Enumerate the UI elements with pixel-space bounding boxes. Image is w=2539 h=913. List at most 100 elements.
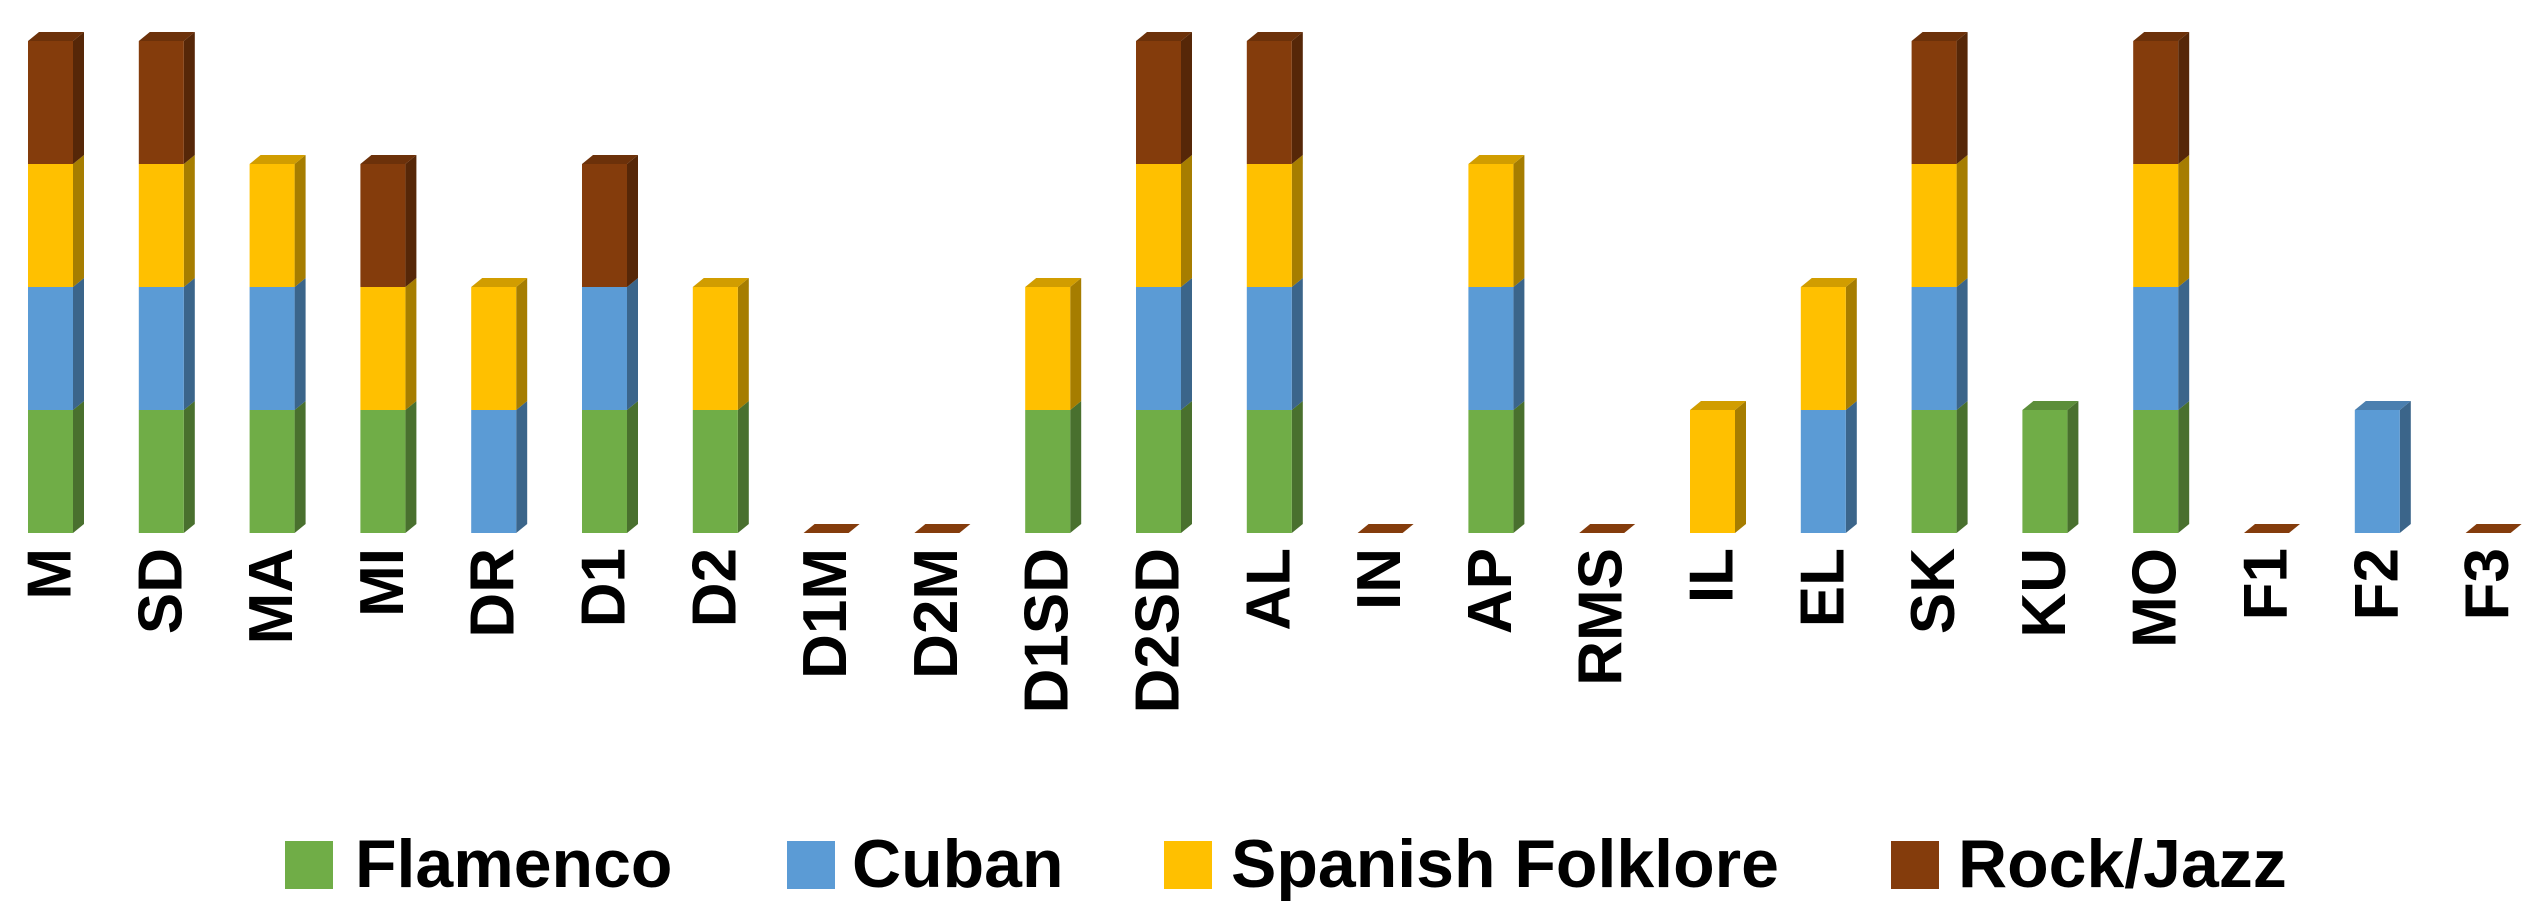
bar-segment-d2sd-flamenco [1136, 401, 1192, 533]
bar-front [1800, 410, 1846, 533]
bar-side [1845, 278, 1857, 410]
bar-side [737, 401, 749, 533]
bar-side [627, 278, 638, 410]
bar-front [1246, 164, 1292, 287]
bar-front [28, 41, 73, 164]
category-label-d2sd: D2SD [1124, 548, 1193, 713]
bar-segment-mi-flamenco [360, 401, 417, 533]
bar-side [2178, 401, 2190, 533]
bar-front [138, 410, 184, 533]
bar-front [582, 164, 627, 287]
bar-front [1136, 410, 1181, 533]
bar-front [1468, 287, 1514, 410]
category-label-mi: MI [348, 548, 417, 617]
category-label-ap: AP [1456, 548, 1525, 634]
bar-side [1181, 32, 1192, 164]
legend-label-flamenco: Flamenco [355, 826, 672, 902]
category-label-dr: DR [459, 548, 528, 638]
bar-segment-m-flamenco [28, 401, 84, 533]
bar-front [2133, 410, 2179, 533]
bar-front [1911, 41, 1957, 164]
bar-segment-sk-rock-jazz [1911, 32, 1968, 164]
category-label-d2m: D2M [902, 548, 971, 679]
bar-top-d1m [803, 524, 860, 533]
bar-front [2133, 41, 2179, 164]
legend-label-cuban: Cuban [852, 826, 1064, 902]
bar-front [1911, 410, 1957, 533]
bar-side [294, 155, 306, 287]
bar-segment-m-cuban [28, 278, 84, 410]
legend-label-rock-jazz: Rock/Jazz [1958, 826, 2287, 902]
bar-segment-sk-flamenco [1911, 401, 1968, 533]
bar-side [294, 278, 306, 410]
bar-front [1025, 287, 1071, 410]
bar-top-in [1357, 524, 1414, 533]
bar-segment-al-spanish-folklore [1246, 155, 1303, 287]
bar-side [1956, 155, 1968, 287]
bar-segment-al-cuban [1246, 278, 1303, 410]
bar-side [2067, 401, 2079, 533]
bar-front [249, 410, 295, 533]
bar-front [28, 164, 73, 287]
bar-segment-sd-flamenco [138, 401, 195, 533]
category-label-f3: F3 [2453, 548, 2522, 620]
category-label-d1m: D1M [791, 548, 860, 679]
bar-front [692, 287, 738, 410]
bar-front [249, 164, 295, 287]
bar-side [405, 155, 417, 287]
bar-segment-ma-spanish-folklore [249, 155, 306, 287]
bar-top-f3 [2465, 524, 2522, 533]
bar-side [183, 401, 195, 533]
bar-top-f1 [2244, 524, 2300, 533]
category-label-d1: D1 [570, 548, 639, 627]
category-label-rms: RMS [1567, 548, 1636, 686]
bar-side [1845, 401, 1857, 533]
bar-segment-d2sd-cuban [1136, 278, 1192, 410]
bar-side [1735, 401, 1746, 533]
bar-top-d2m [914, 524, 971, 533]
bar-top-dr [471, 278, 528, 287]
bar-segment-f2-cuban [2354, 401, 2411, 533]
bar-front [360, 164, 406, 287]
bar-side [1513, 155, 1525, 287]
bar-side [627, 401, 638, 533]
bar-side [294, 401, 306, 533]
bar-front [1468, 164, 1514, 287]
bar-side [2178, 278, 2190, 410]
bar-segment-el-spanish-folklore [1800, 278, 1857, 410]
bar-side [1181, 278, 1192, 410]
bar-segment-mo-flamenco [2133, 401, 2190, 533]
bar-segment-d2sd-rock-jazz [1136, 32, 1192, 164]
bar-segment-d2sd-spanish-folklore [1136, 155, 1192, 287]
bar-front [1468, 410, 1514, 533]
bar-side [73, 401, 84, 533]
bar-front [2022, 410, 2068, 533]
bar-segment-m-spanish-folklore [28, 155, 84, 287]
bar-side [1956, 401, 1968, 533]
bar-front [138, 287, 184, 410]
bar-side [73, 155, 84, 287]
bar-segment-ap-flamenco [1468, 401, 1525, 533]
bar-side [2178, 32, 2190, 164]
bar-front [2133, 287, 2179, 410]
bar-side [2178, 155, 2190, 287]
bar-segment-al-flamenco [1246, 401, 1303, 533]
bar-segment-sk-spanish-folklore [1911, 155, 1968, 287]
bar-segment-il-spanish-folklore [1690, 401, 1746, 533]
legend-swatch-spanish-folklore [1164, 841, 1212, 889]
category-label-f2: F2 [2342, 548, 2411, 620]
bar-top-d1sd [1025, 278, 1082, 287]
bar-front [1136, 287, 1181, 410]
bar-front [1246, 287, 1292, 410]
bar-segment-d1-rock-jazz [582, 155, 638, 287]
category-label-ma: MA [237, 548, 306, 644]
bar-side [405, 278, 417, 410]
category-label-al: AL [1234, 548, 1303, 631]
category-label-f1: F1 [2232, 548, 2301, 620]
bar-top-ku [2022, 401, 2079, 410]
bar-segment-ap-spanish-folklore [1468, 155, 1525, 287]
bar-front [692, 410, 738, 533]
bar-segment-ma-flamenco [249, 401, 306, 533]
bar-front [1690, 410, 1735, 533]
